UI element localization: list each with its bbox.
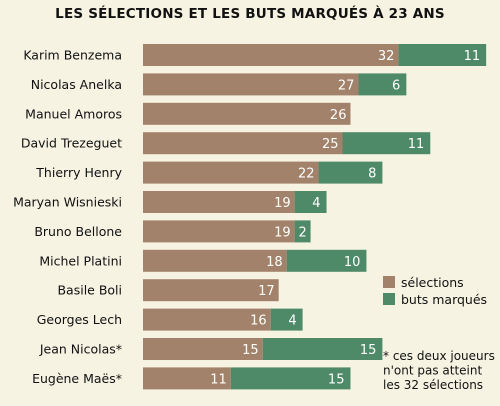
bar-selections-basile-boli	[143, 279, 279, 302]
bar-buts-nicolas-anelka	[358, 73, 407, 96]
category-label-bruno-bellone: Bruno Bellone	[34, 224, 122, 239]
value-label-buts-jean-nicolas: 15	[360, 343, 377, 358]
value-label-buts-david-trezeguet: 11	[408, 137, 425, 152]
bar-selections-michel-platini	[143, 249, 287, 272]
category-label-georges-lech: Georges Lech	[37, 312, 122, 327]
bar-buts-jean-nicolas	[262, 338, 383, 360]
bar-buts-michel-platini	[286, 249, 367, 272]
bars-layer	[143, 44, 487, 390]
value-label-selections-nicolas-anelka: 27	[338, 78, 355, 93]
legend-swatch-buts-marques	[383, 293, 395, 305]
bar-buts-david-trezeguet	[342, 132, 431, 155]
bar-buts-thierry-henry	[318, 161, 383, 184]
bar-selections-maryan-wisnieski	[143, 191, 295, 213]
bar-selections-manuel-amoros	[143, 102, 351, 125]
bar-selections-karim-benzema	[143, 44, 399, 66]
value-label-buts-karim-benzema: 11	[464, 49, 481, 64]
bar-buts-georges-lech	[270, 308, 303, 331]
bar-selections-david-trezeguet	[143, 132, 343, 155]
category-label-david-trezeguet: David Trezeguet	[21, 136, 122, 151]
value-label-buts-thierry-henry: 8	[368, 167, 376, 182]
bar-selections-bruno-bellone	[143, 220, 295, 243]
category-label-michel-platini: Michel Platini	[39, 253, 122, 268]
value-label-buts-michel-platini: 10	[344, 255, 361, 270]
category-label-thierry-henry: Thierry Henry	[35, 165, 122, 180]
chart-title: LES SÉLECTIONS ET LES BUTS MARQUÉS À 23 …	[55, 6, 445, 22]
value-label-selections-basile-boli: 17	[258, 284, 275, 299]
value-label-selections-david-trezeguet: 25	[322, 137, 339, 152]
bar-selections-georges-lech	[143, 308, 271, 331]
category-label-eugene-maes: Eugène Maës*	[32, 371, 122, 386]
value-label-buts-georges-lech: 4	[288, 314, 296, 329]
value-label-selections-georges-lech: 16	[250, 314, 267, 329]
category-label-basile-boli: Basile Boli	[57, 283, 122, 298]
value-label-selections-manuel-amoros: 26	[330, 108, 347, 123]
bar-selections-thierry-henry	[143, 161, 319, 184]
category-label-karim-benzema: Karim Benzema	[23, 48, 122, 63]
bar-selections-eugene-maes	[143, 367, 231, 390]
legend-label-buts-marques: buts marqués	[401, 292, 487, 307]
bar-selections-nicolas-anelka	[143, 73, 359, 96]
bar-buts-karim-benzema	[398, 44, 487, 66]
footnote: * ces deux joueurs n'ont pas atteint les 3…	[383, 349, 495, 392]
category-label-manuel-amoros: Manuel Amoros	[25, 106, 122, 121]
value-label-selections-maryan-wisnieski: 19	[274, 196, 291, 211]
value-label-selections-jean-nicolas: 15	[242, 343, 259, 358]
legend: sélections buts marqués	[383, 275, 487, 307]
value-label-selections-karim-benzema: 32	[378, 49, 395, 64]
value-label-selections-eugene-maes: 11	[210, 372, 227, 387]
value-label-selections-thierry-henry: 22	[298, 167, 315, 182]
bar-buts-maryan-wisnieski	[294, 191, 327, 213]
category-label-maryan-wisnieski: Maryan Wisnieski	[13, 195, 122, 210]
legend-swatch-selections	[383, 276, 395, 288]
value-label-buts-maryan-wisnieski: 4	[312, 196, 320, 211]
bar-buts-bruno-bellone	[294, 220, 311, 243]
value-label-buts-eugene-maes: 15	[328, 372, 345, 387]
bar-selections-jean-nicolas	[143, 338, 263, 360]
value-label-selections-bruno-bellone: 19	[274, 225, 291, 240]
category-label-nicolas-anelka: Nicolas Anelka	[31, 77, 122, 92]
value-label-buts-nicolas-anelka: 6	[392, 78, 400, 93]
category-label-jean-nicolas: Jean Nicolas*	[39, 342, 122, 357]
bar-buts-eugene-maes	[230, 367, 351, 390]
value-label-selections-michel-platini: 18	[266, 255, 283, 270]
legend-label-selections: sélections	[401, 275, 464, 290]
labels-layer: Karim Benzema 32 11 Nicolas Anelka 27 6 Manuel…	[13, 48, 480, 388]
value-label-buts-bruno-bellone: 2	[298, 225, 306, 240]
